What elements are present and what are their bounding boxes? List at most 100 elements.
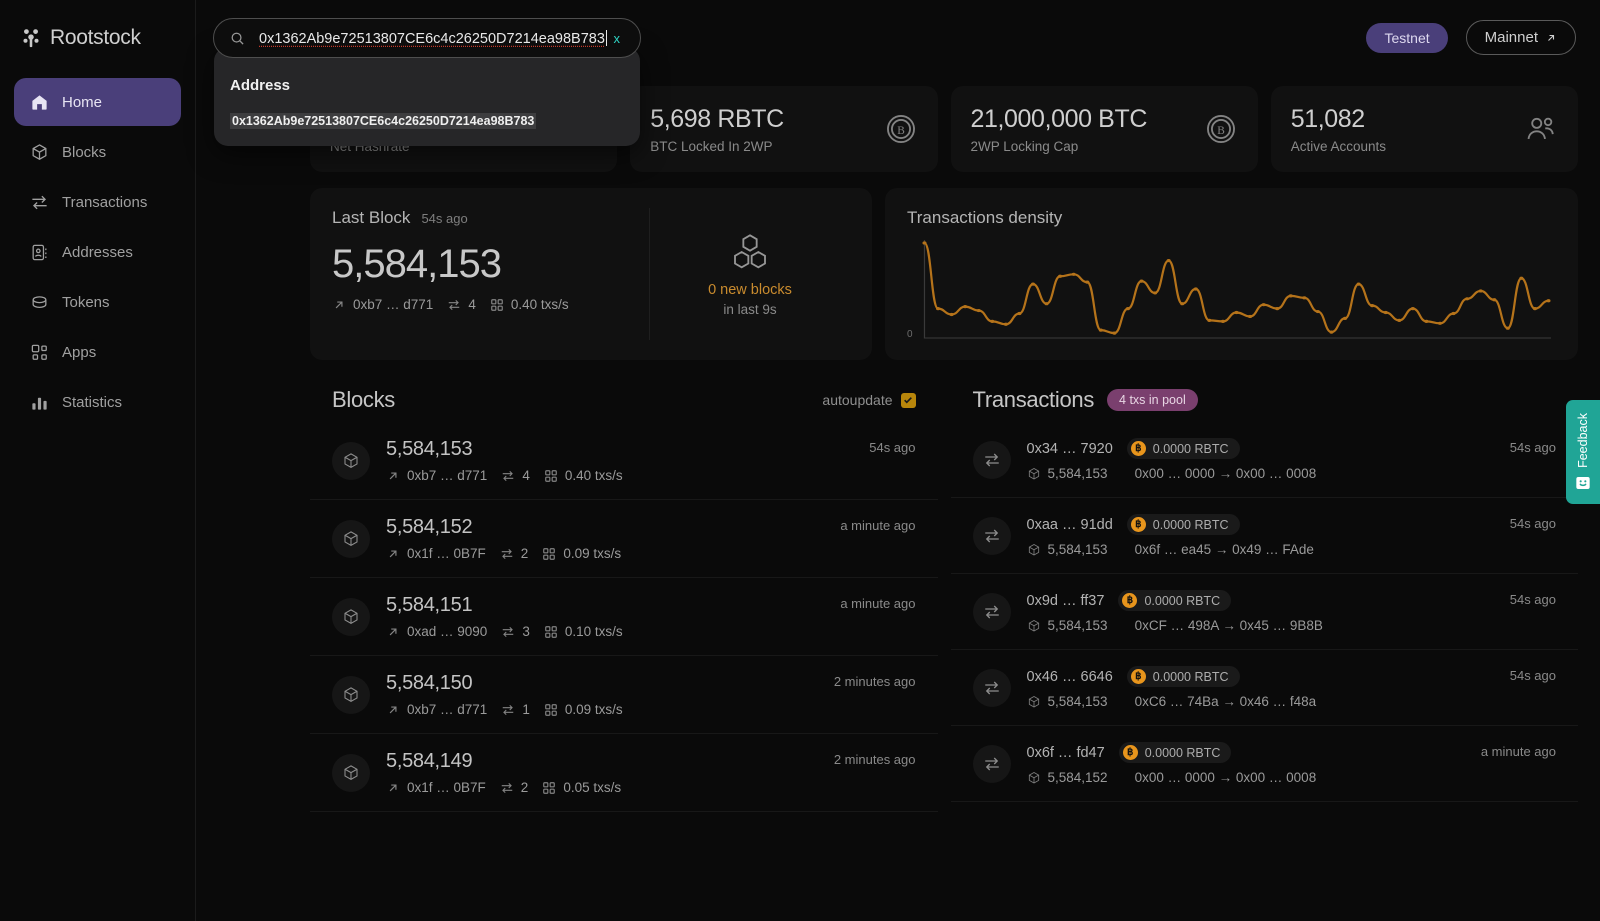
feedback-tab[interactable]: Feedback xyxy=(1566,400,1600,504)
transaction-amount-badge: ฿ 0.0000 RBTC xyxy=(1118,590,1232,611)
block-rate: 0.40 txs/s xyxy=(544,468,623,483)
block-miner[interactable]: 0xb7 … d771 xyxy=(386,702,487,717)
transaction-amount-badge: ฿ 0.0000 RBTC xyxy=(1118,742,1232,763)
transaction-hash[interactable]: 0x46 … 6646 xyxy=(1026,668,1113,685)
mainnet-button[interactable]: Mainnet xyxy=(1465,20,1576,55)
sidebar-item-home[interactable]: Home xyxy=(14,78,181,126)
bar-chart-icon xyxy=(32,397,47,410)
block-miner[interactable]: 0xb7 … d771 xyxy=(386,468,487,483)
clear-search-button[interactable]: x xyxy=(613,30,621,46)
transaction-avatar xyxy=(972,516,1011,555)
stat-value: 51,082 xyxy=(1290,104,1365,133)
testnet-button[interactable]: Testnet xyxy=(1366,22,1448,53)
block-tx-count: 2 xyxy=(500,546,528,561)
arrow-up-right-icon xyxy=(389,784,397,791)
suggestion-address-result[interactable]: 0x1362Ab9e72513807CE6c4c26250D7214ea98B7… xyxy=(230,113,537,129)
block-number[interactable]: 5,584,152 xyxy=(386,516,473,538)
sidebar-item-apps[interactable]: Apps xyxy=(14,328,181,376)
transaction-hash[interactable]: 0x34 … 7920 xyxy=(1026,440,1113,457)
transaction-from[interactable]: 0x00 … 0000 xyxy=(1134,770,1215,785)
pool-badge: 4 txs in pool xyxy=(1107,389,1198,411)
sidebar-item-transactions[interactable]: Transactions xyxy=(14,178,181,226)
rate-value: 0.40 txs/s xyxy=(564,468,623,483)
stat-label: Active Accounts xyxy=(1290,138,1387,154)
table-row[interactable]: 0xaa … 91dd ฿ 0.0000 RBTC 5,584,153 0x6f… xyxy=(950,498,1578,574)
table-row[interactable]: 0x34 … 7920 ฿ 0.0000 RBTC 5,584,153 0x00… xyxy=(950,422,1578,498)
new-blocks-count: 0 new blocks xyxy=(708,281,792,298)
brand[interactable]: Rootstock xyxy=(0,18,195,78)
table-row[interactable]: 5,584,150 0xb7 … d771 1 0.09 txs/s 2 min… xyxy=(310,656,938,734)
sidebar-item-statistics[interactable]: Statistics xyxy=(14,378,181,426)
transaction-hash[interactable]: 0x9d … ff37 xyxy=(1026,592,1105,609)
last-block-miner[interactable]: 0xb7 … d771 xyxy=(332,297,433,312)
transaction-block[interactable]: 5,584,153 xyxy=(1027,618,1108,633)
transactions-header: Transactions 4 txs in pool xyxy=(951,378,1579,422)
transaction-from[interactable]: 0xCF … 498A xyxy=(1134,618,1219,633)
block-meta: 0xb7 … d771 4 0.40 txs/s xyxy=(386,468,853,483)
transaction-route: 0xCF … 498A → 0x45 … 9B8B xyxy=(1134,618,1323,633)
block-rate: 0.09 txs/s xyxy=(542,546,621,561)
search-box[interactable]: 0x1362Ab9e72513807CE6c4c26250D7214ea98B7… xyxy=(213,18,641,58)
rootstock-logo-icon xyxy=(23,29,39,48)
block-number[interactable]: 5,584,151 xyxy=(386,594,473,616)
sidebar-item-blocks[interactable]: Blocks xyxy=(14,128,181,176)
arrow-up-right-icon xyxy=(335,301,343,308)
block-number[interactable]: 5,584,153 xyxy=(386,438,473,460)
transaction-amount-badge: ฿ 0.0000 RBTC xyxy=(1126,438,1240,459)
last-block-meta: 0xb7 … d771 4 0.40 txs/s xyxy=(332,297,633,312)
transaction-from[interactable]: 0x00 … 0000 xyxy=(1134,466,1215,481)
table-row[interactable]: 0x9d … ff37 ฿ 0.0000 RBTC 5,584,153 0xCF… xyxy=(950,574,1578,650)
transaction-to[interactable]: 0x46 … f48a xyxy=(1239,694,1317,709)
table-row[interactable]: 0x46 … 6646 ฿ 0.0000 RBTC 5,584,153 0xC6… xyxy=(950,650,1578,726)
block-miner[interactable]: 0x1f … 0B7F xyxy=(386,546,486,561)
autoupdate-toggle[interactable]: autoupdate xyxy=(822,392,916,408)
transaction-to[interactable]: 0x49 … FAde xyxy=(1232,542,1314,557)
block-timestamp: a minute ago xyxy=(840,518,916,533)
smiley-icon xyxy=(1576,477,1590,490)
block-rate: 0.09 txs/s xyxy=(544,702,623,717)
table-row[interactable]: 5,584,151 0xad … 9090 3 0.10 txs/s a min… xyxy=(310,578,938,656)
transaction-to[interactable]: 0x45 … 9B8B xyxy=(1239,618,1323,633)
table-row[interactable]: 0x6f … fd47 ฿ 0.0000 RBTC 5,584,152 0x00… xyxy=(950,726,1578,802)
blocks-title: Blocks xyxy=(332,387,395,412)
transaction-block[interactable]: 5,584,153 xyxy=(1027,694,1108,709)
transaction-to[interactable]: 0x00 … 0008 xyxy=(1235,770,1317,785)
tx-count-value: 2 xyxy=(520,780,529,795)
autoupdate-checkbox[interactable] xyxy=(900,392,916,408)
transaction-from[interactable]: 0xC6 … 74Ba xyxy=(1134,694,1219,709)
transaction-to[interactable]: 0x00 … 0008 xyxy=(1235,466,1317,481)
cube-icon xyxy=(1028,695,1039,707)
transfer-icon xyxy=(501,548,513,559)
transfer-icon xyxy=(984,453,999,466)
transaction-route: 0x00 … 0000 → 0x00 … 0008 xyxy=(1134,466,1317,481)
search-input[interactable]: 0x1362Ab9e72513807CE6c4c26250D7214ea98B7… xyxy=(259,29,608,47)
transfer-icon xyxy=(984,529,999,542)
table-row[interactable]: 5,584,149 0x1f … 0B7F 2 0.05 txs/s 2 min… xyxy=(310,734,938,812)
block-number[interactable]: 5,584,149 xyxy=(386,750,473,772)
miner-value: 0x1f … 0B7F xyxy=(407,546,486,561)
cube-icon xyxy=(1028,619,1039,631)
transaction-hash[interactable]: 0x6f … fd47 xyxy=(1026,744,1105,761)
block-number[interactable]: 5,584,150 xyxy=(386,672,473,694)
sidebar-item-tokens[interactable]: Tokens xyxy=(14,278,181,326)
transaction-block-number: 5,584,153 xyxy=(1047,694,1108,709)
cube-icon xyxy=(1028,467,1039,479)
block-miner[interactable]: 0xad … 9090 xyxy=(386,624,487,639)
transaction-bottom: 5,584,152 0x00 … 0000 → 0x00 … 0008 xyxy=(1027,770,1465,785)
contact-card-icon xyxy=(32,244,47,260)
table-row[interactable]: 5,584,152 0x1f … 0B7F 2 0.09 txs/s a min… xyxy=(310,500,938,578)
rbtc-coin-icon: B xyxy=(886,115,915,143)
tx-count-value: 3 xyxy=(522,624,530,639)
density-line-chart xyxy=(922,240,1552,339)
cube-icon xyxy=(344,764,358,780)
transaction-from[interactable]: 0x6f … ea45 xyxy=(1134,542,1212,557)
last-block-number[interactable]: 5,584,153 xyxy=(332,242,502,286)
transaction-hash[interactable]: 0xaa … 91dd xyxy=(1026,516,1113,533)
table-row[interactable]: 5,584,153 0xb7 … d771 4 0.40 txs/s 54s a… xyxy=(310,422,938,500)
transaction-block[interactable]: 5,584,153 xyxy=(1027,466,1108,481)
transaction-block[interactable]: 5,584,152 xyxy=(1027,770,1108,785)
sidebar-item-addresses[interactable]: Addresses xyxy=(14,228,181,276)
transaction-avatar xyxy=(972,668,1011,707)
transaction-block[interactable]: 5,584,153 xyxy=(1027,542,1108,557)
block-miner[interactable]: 0x1f … 0B7F xyxy=(386,780,486,795)
